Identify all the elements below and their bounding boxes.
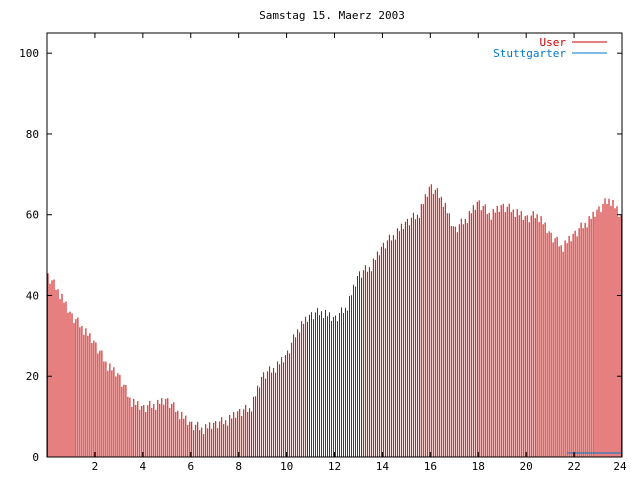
y-tick-label: 40	[26, 289, 39, 302]
x-tick-label: 24	[613, 460, 627, 473]
y-tick-label: 100	[19, 47, 39, 60]
legend-label-stuttgarter: Stuttgarter	[493, 47, 566, 60]
legend: User Stuttgarter	[493, 36, 607, 60]
plot-frame	[46, 32, 623, 458]
y-tick-label: 80	[26, 128, 39, 141]
x-tick-label: 16	[424, 460, 437, 473]
y-tick-label: 60	[26, 209, 39, 222]
x-tick-label: 4	[140, 460, 147, 473]
chart-title: Samstag 15. Maerz 2003	[259, 9, 405, 22]
x-tick-label: 6	[187, 460, 194, 473]
x-tick-label: 12	[328, 460, 341, 473]
x-tick-label: 20	[520, 460, 533, 473]
legend-label-user: User	[540, 36, 567, 49]
x-tick-label: 22	[567, 460, 580, 473]
x-tick-label: 14	[376, 460, 390, 473]
y-tick-label: 20	[26, 370, 39, 383]
x-tick-label: 2	[92, 460, 99, 473]
y-tick-label: 0	[32, 451, 39, 464]
y-axis: 0 20 40 60 80 100	[19, 47, 622, 464]
x-axis: 2 4 6 8 10 12 14 16 18 20 22 24	[92, 33, 627, 473]
x-tick-label: 10	[280, 460, 293, 473]
x-tick-label: 18	[472, 460, 485, 473]
user-bars	[47, 184, 622, 457]
x-tick-label: 8	[235, 460, 242, 473]
